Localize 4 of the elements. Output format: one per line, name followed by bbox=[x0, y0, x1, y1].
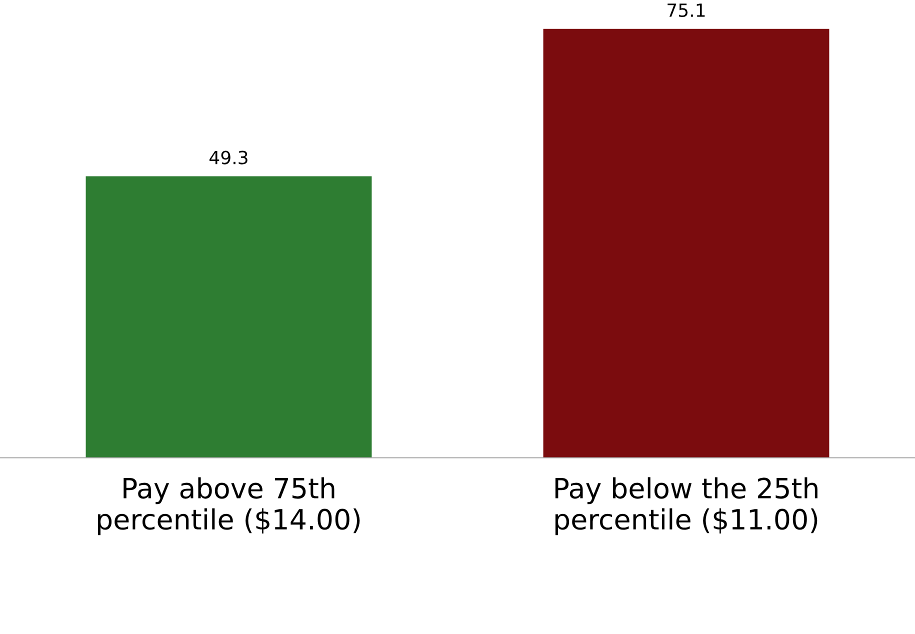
x-tick-label: Pay above 75th percentile ($14.00) bbox=[98, 477, 360, 536]
x-tick-label: Pay below the 25th percentile ($11.00) bbox=[555, 477, 818, 536]
data-label: 49.3 bbox=[210, 150, 248, 164]
data-label: 75.1 bbox=[668, 4, 705, 18]
